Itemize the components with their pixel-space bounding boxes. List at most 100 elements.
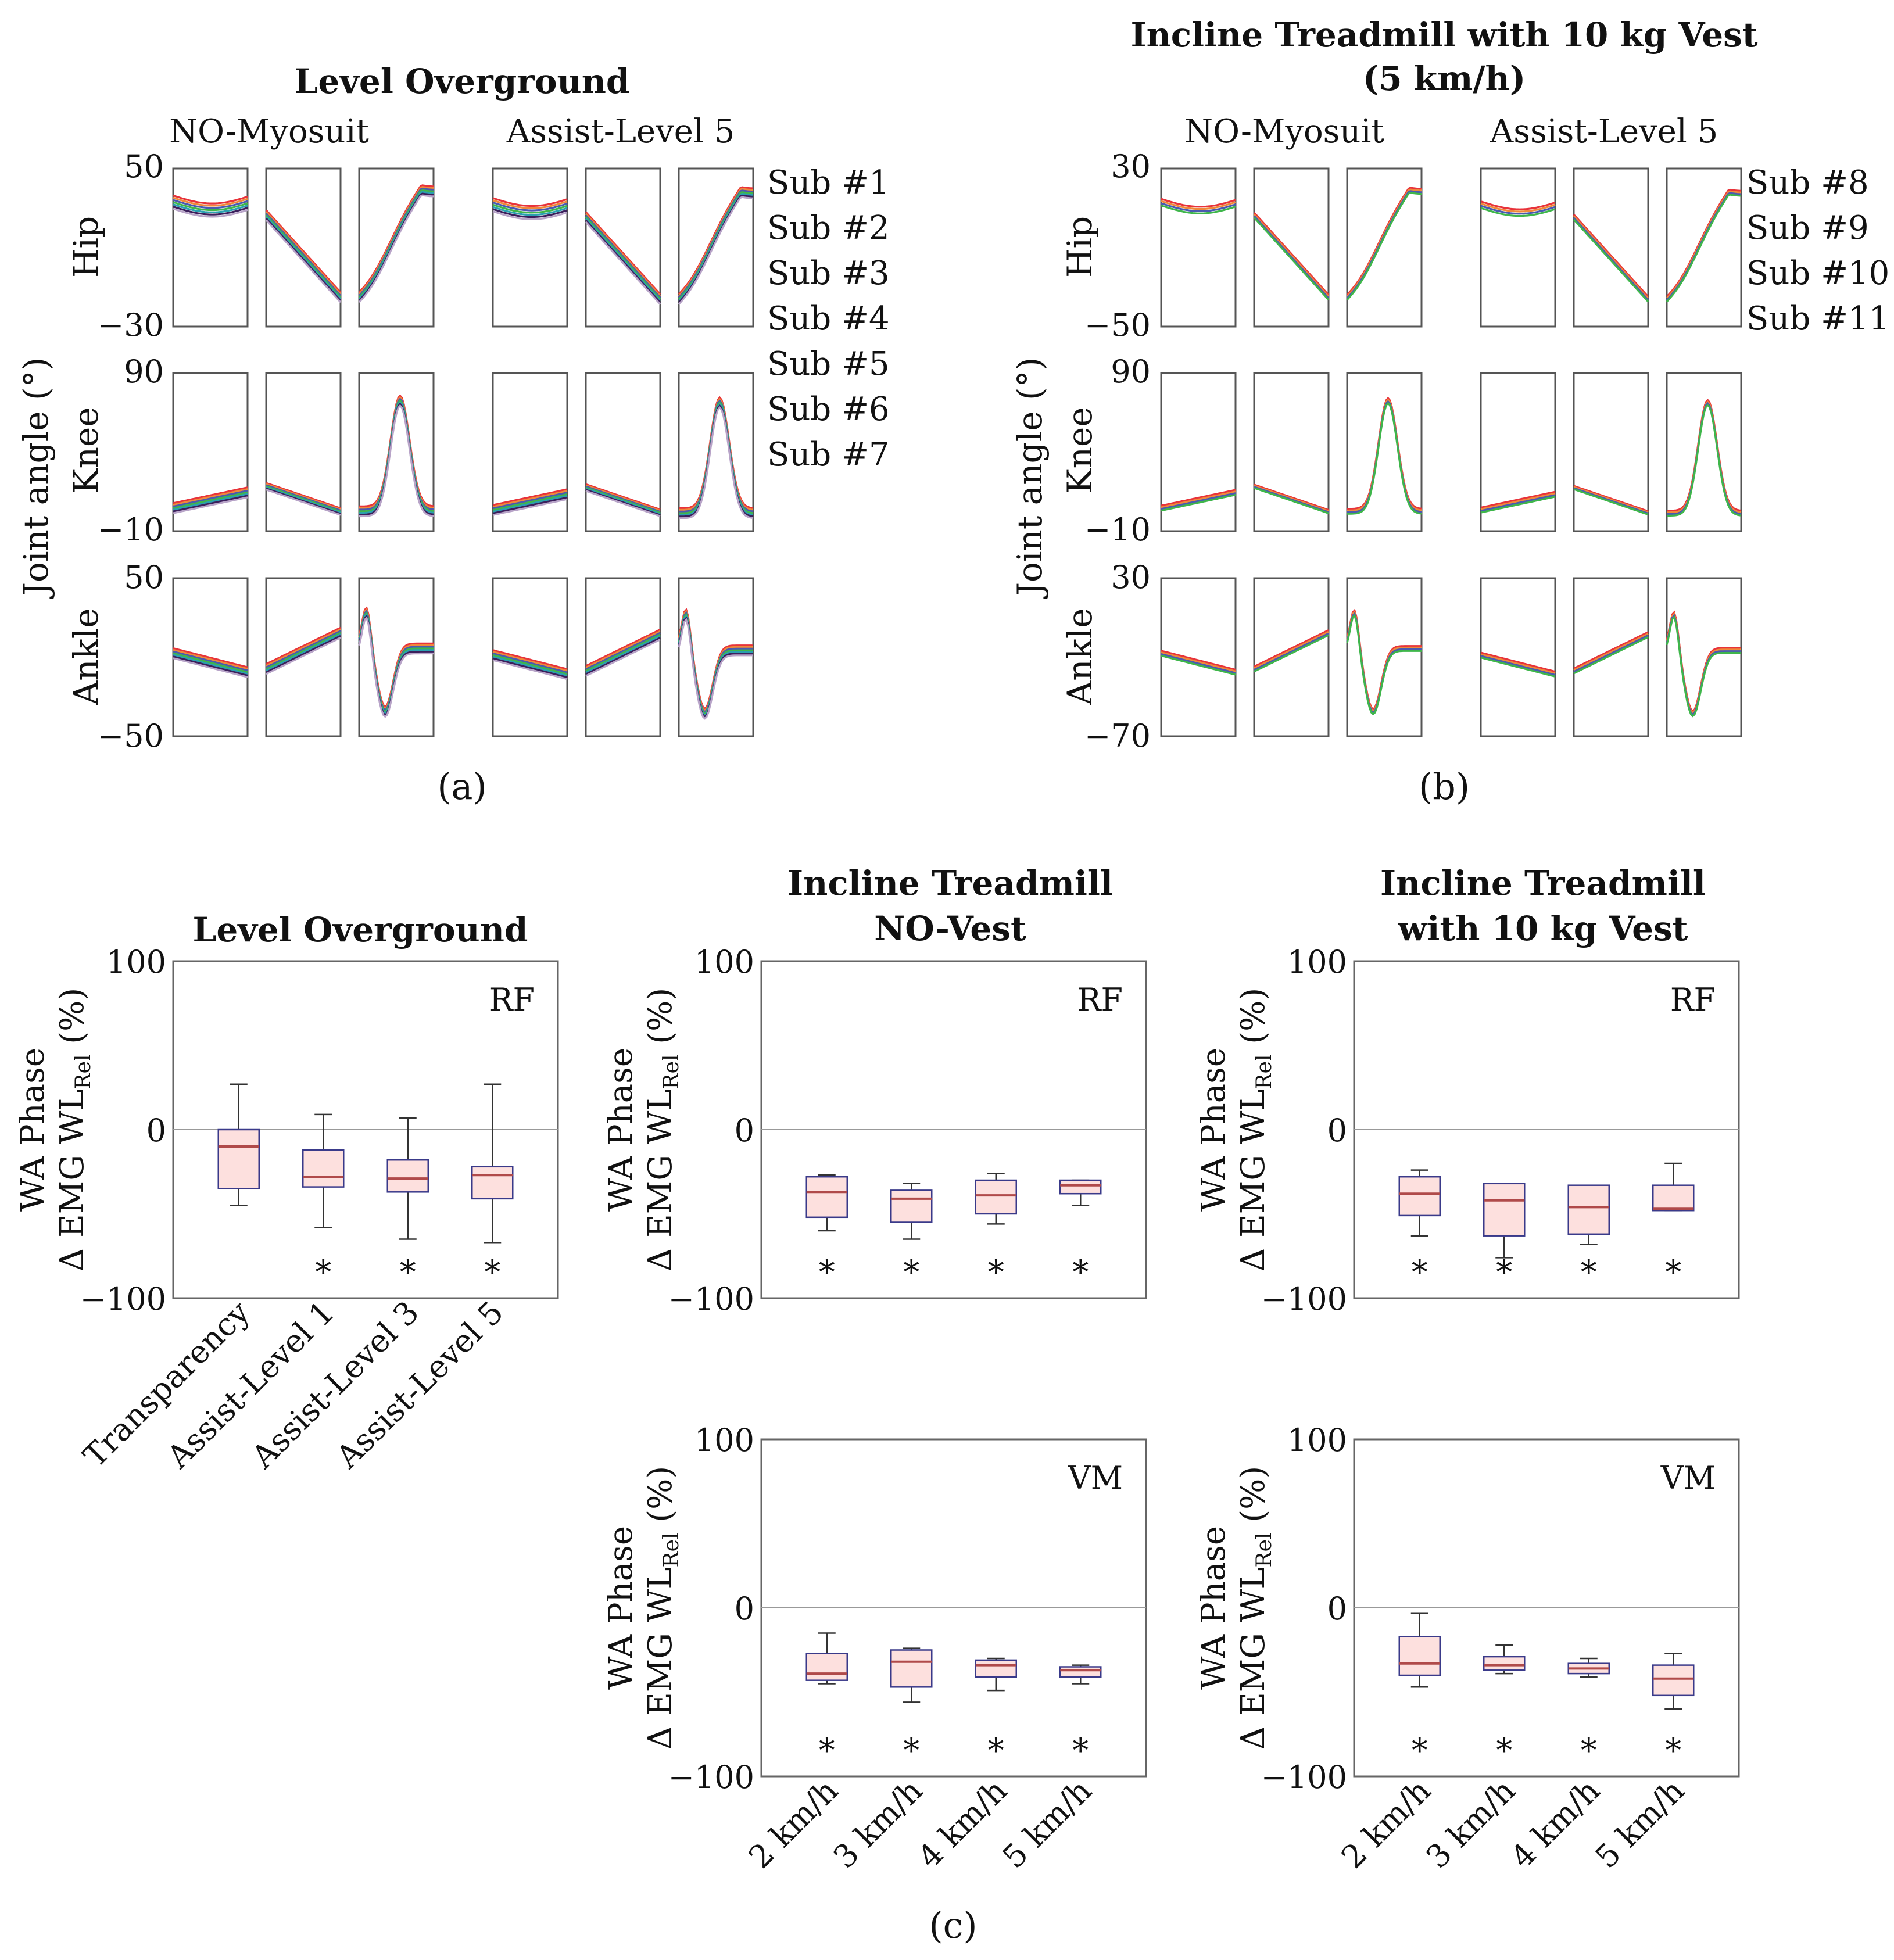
significance-star: * — [988, 1732, 1004, 1770]
y-tick-label: 0 — [146, 1112, 166, 1149]
panel-b-title-line2: (5 km/h) — [1363, 59, 1526, 98]
subject-curve — [1480, 200, 1556, 210]
joint-angle-cell — [1573, 577, 1649, 737]
joint-angle-cell — [1573, 372, 1649, 532]
joint-angle-cell — [492, 167, 568, 328]
subject-curve — [492, 651, 568, 672]
y-axis-label-line1: WA Phase — [602, 1526, 640, 1690]
subject-curve — [173, 647, 248, 668]
subject-curve — [1573, 487, 1649, 515]
panel-b-ankle-ymin: −70 — [1084, 718, 1151, 754]
box-iqr — [1398, 1636, 1441, 1676]
significance-star: * — [819, 1254, 835, 1292]
subject-curve — [1161, 198, 1236, 208]
subject-curve — [1573, 631, 1649, 669]
box-iqr — [1059, 1179, 1102, 1195]
subject-curve — [585, 485, 661, 513]
box-iqr — [217, 1128, 260, 1189]
subject-curve — [492, 203, 568, 214]
legend-sub-8: Sub #8 — [1746, 164, 1869, 202]
box-iqr — [890, 1649, 933, 1688]
subject-curve — [266, 485, 341, 513]
subject-curve — [492, 199, 568, 209]
box-0: * — [805, 1632, 848, 1770]
y-tick-label: 100 — [106, 944, 166, 980]
panel-a-row-label-knee: Knee — [66, 407, 106, 493]
subject-curve — [492, 655, 568, 677]
subject-curve — [1346, 192, 1422, 300]
panel-a-joint-angle-grid — [172, 167, 754, 737]
significance-star: * — [1072, 1732, 1089, 1770]
box-0: * — [1398, 1612, 1441, 1770]
joint-angle-cell — [678, 577, 754, 737]
subject-curve — [1347, 398, 1422, 512]
significance-star: * — [1496, 1732, 1512, 1770]
subject-curve — [173, 493, 248, 511]
subject-curve — [585, 629, 661, 667]
legend-sub-4: Sub #4 — [767, 300, 890, 338]
y-tick-label: 100 — [694, 944, 754, 980]
subject-curve — [173, 488, 248, 506]
subject-curve — [1161, 651, 1236, 672]
panel-c-title-level: Level Overground — [193, 910, 528, 949]
significance-star: * — [1581, 1254, 1597, 1292]
subject-curve — [173, 650, 248, 672]
box-1: * — [302, 1113, 345, 1292]
x-tick-label: 2 km/h — [742, 1772, 845, 1876]
subject-curve — [1480, 205, 1556, 215]
subject-curve — [1254, 634, 1329, 673]
subject-curve — [1573, 218, 1649, 303]
panel-a-ankle-ymin: −50 — [98, 718, 164, 754]
subject-curve — [266, 489, 341, 516]
subject-curve — [1161, 650, 1236, 671]
panel-b: Incline Treadmill with 10 kg Vest (5 km/… — [1010, 15, 1889, 808]
panel-a-knee-ymax: 90 — [124, 353, 164, 390]
box-2: * — [1567, 1657, 1610, 1770]
subject-curve — [585, 216, 661, 300]
subject-curve — [492, 657, 568, 679]
panel-c-caption: (c) — [929, 1904, 977, 1947]
subject-curve — [585, 637, 661, 675]
y-axis-label-line2: Δ EMG WLRel (%) — [642, 1466, 683, 1750]
joint-angle-cell — [585, 372, 661, 532]
subject-curve — [585, 635, 661, 673]
subject-curve — [1480, 651, 1556, 673]
subject-curve — [585, 218, 661, 302]
subject-curve — [492, 493, 568, 511]
x-tick-label: 3 km/h — [1419, 1772, 1523, 1876]
box-3: * — [471, 1083, 514, 1292]
panel-b-row-label-ankle: Ankle — [1060, 608, 1100, 705]
panel-c: Level Overground Incline Treadmill NO-Ve… — [14, 863, 1740, 1947]
subject-curve — [492, 498, 568, 516]
subject-curve — [1480, 207, 1556, 217]
significance-star: * — [400, 1254, 416, 1292]
subject-curve — [266, 636, 341, 675]
x-tick-label: 3 km/h — [826, 1772, 930, 1876]
subject-curve — [1480, 494, 1556, 512]
box-iqr — [1652, 1664, 1695, 1697]
box-1: * — [1483, 1644, 1526, 1770]
y-axis-label-line1: WA Phase — [1195, 1526, 1233, 1690]
joint-angle-cell — [1253, 372, 1330, 532]
subject-curve — [265, 219, 342, 303]
significance-star: * — [1665, 1732, 1681, 1770]
y-tick-label: −100 — [80, 1281, 166, 1317]
subject-curve — [173, 655, 248, 677]
panel-c-title-vest-line1: Incline Treadmill — [1380, 863, 1706, 903]
joint-angle-cell — [1160, 577, 1237, 737]
panel-b-col-no-myosuit: NO-Myosuit — [1184, 113, 1384, 151]
panel-a-hip-ymax: 50 — [124, 148, 164, 185]
subject-curve — [1573, 635, 1649, 673]
subject-curve — [678, 196, 754, 305]
subject-curve — [265, 213, 342, 296]
box-3: * — [1059, 1179, 1102, 1292]
subject-curve — [1253, 213, 1330, 298]
subject-curve — [1666, 188, 1742, 298]
significance-star: * — [1412, 1254, 1428, 1292]
box-1: * — [890, 1183, 933, 1292]
box-iqr — [1652, 1184, 1695, 1212]
box-iqr — [1059, 1666, 1102, 1678]
subject-curve — [492, 492, 568, 510]
